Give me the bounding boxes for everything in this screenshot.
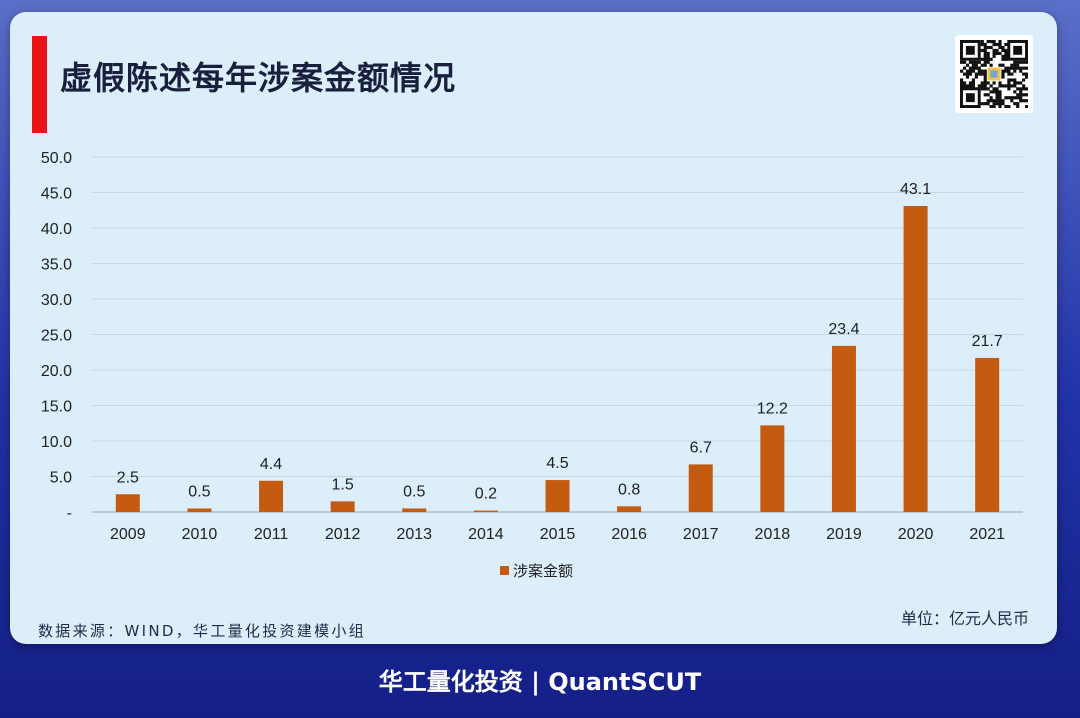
x-tick-label: 2012	[325, 526, 361, 543]
data-label: 6.7	[690, 439, 712, 456]
x-tick-label: 2015	[540, 526, 576, 543]
bar	[617, 506, 642, 512]
unit-note: 单位：亿元人民币	[900, 609, 1029, 628]
bar	[187, 508, 212, 512]
x-tick-label: 2020	[898, 526, 934, 543]
x-tick-label: 2011	[254, 526, 289, 543]
y-tick-label: 5.0	[50, 470, 72, 487]
data-label: 12.2	[757, 400, 788, 417]
bar	[903, 205, 928, 513]
footer-brand: 华工量化投资 | QuantSCUT	[378, 668, 702, 696]
legend-label: 涉案金额	[513, 562, 573, 580]
x-tick-label: 2016	[611, 526, 647, 543]
legend-swatch	[500, 566, 509, 575]
title-accent-bar	[32, 36, 47, 133]
bar	[688, 464, 713, 512]
data-label: 1.5	[332, 476, 354, 493]
bar	[330, 501, 355, 512]
data-label: 43.1	[900, 181, 931, 198]
y-tick-label: 45.0	[41, 186, 72, 203]
y-tick-label: 25.0	[41, 328, 72, 345]
data-source-note: 数据来源：WIND，华工量化投资建模小组	[38, 622, 367, 640]
y-tick-label: -	[67, 505, 72, 522]
bar	[473, 510, 498, 512]
data-label: 0.8	[618, 481, 640, 498]
data-label: 2.5	[117, 469, 139, 486]
x-tick-label: 2014	[468, 526, 504, 543]
y-tick-label: 30.0	[41, 292, 72, 309]
data-label: 0.2	[475, 486, 497, 503]
x-tick-label: 2017	[683, 526, 719, 543]
x-tick-label: 2009	[110, 526, 146, 543]
chart-card: 虚假陈述每年涉案金额情况 数据来源：WIND，华工量化投资建模小组 单位：亿元人…	[10, 12, 1057, 644]
data-label: 4.5	[546, 455, 568, 472]
x-tick-label: 2013	[396, 526, 432, 543]
y-tick-label: 10.0	[41, 434, 72, 451]
y-tick-label: 35.0	[41, 257, 72, 274]
data-label: 0.5	[188, 483, 210, 500]
bar	[259, 480, 284, 512]
y-tick-label: 15.0	[41, 399, 72, 416]
y-tick-label: 20.0	[41, 363, 72, 380]
y-tick-label: 40.0	[41, 221, 72, 238]
x-tick-label: 2021	[969, 526, 1005, 543]
data-label: 23.4	[828, 321, 859, 338]
data-label: 0.5	[403, 483, 425, 500]
x-tick-label: 2018	[755, 526, 791, 543]
bar	[760, 425, 785, 512]
qr-code-icon	[955, 35, 1033, 113]
y-tick-label: 50.0	[41, 150, 72, 167]
page-title: 虚假陈述每年涉案金额情况	[60, 59, 457, 97]
data-label: 21.7	[972, 333, 1003, 350]
x-tick-label: 2010	[182, 526, 218, 543]
data-label: 4.4	[260, 456, 282, 473]
bar	[545, 480, 570, 512]
x-tick-label: 2019	[826, 526, 862, 543]
bar	[975, 357, 1000, 512]
bar	[831, 345, 856, 512]
bar	[402, 508, 427, 512]
bar	[115, 494, 140, 512]
